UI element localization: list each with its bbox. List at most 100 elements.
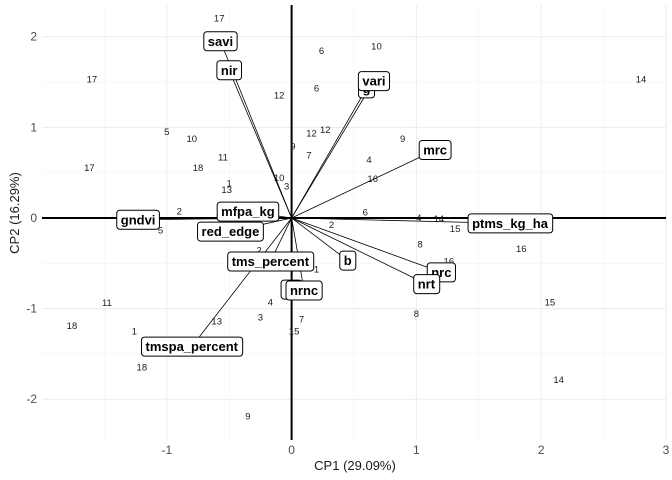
observation-label: 1 bbox=[132, 326, 137, 337]
variable-label-text: tms_percent bbox=[232, 254, 310, 269]
observation-label: 17 bbox=[84, 163, 95, 174]
variable-label-text: nir bbox=[221, 63, 238, 78]
variable-label-text: b bbox=[344, 253, 352, 268]
observation-label: 5 bbox=[164, 127, 169, 138]
variable-label: nrnc bbox=[285, 280, 323, 301]
observation-label: 7 bbox=[306, 150, 311, 161]
variable-label-text: savi bbox=[208, 34, 233, 49]
loading-vector bbox=[291, 217, 427, 285]
variable-label-box bbox=[227, 251, 315, 272]
variable-label: nir bbox=[216, 60, 243, 81]
y-axis-title: CP2 (16.29%) bbox=[7, 172, 22, 254]
variable-label-box bbox=[413, 274, 441, 295]
observation-label: 13 bbox=[221, 185, 232, 196]
observation-label: 6 bbox=[363, 208, 368, 219]
observation-label: 15 bbox=[289, 326, 300, 337]
observation-label: 1 bbox=[314, 265, 319, 276]
x-axis-title: CP1 (29.09%) bbox=[314, 458, 396, 473]
variable-label-box bbox=[339, 250, 357, 271]
observation-label: 8 bbox=[414, 309, 419, 320]
observation-label: 1 bbox=[227, 179, 232, 190]
y-tick-label: 0 bbox=[30, 211, 37, 225]
variable-label-text: mfpa_kg bbox=[221, 204, 275, 219]
variable-label-text: mrc bbox=[423, 143, 447, 158]
observation-label: 2 bbox=[257, 246, 262, 257]
y-tick-label: 1 bbox=[30, 120, 37, 134]
observation-label: 11 bbox=[102, 298, 112, 309]
variable-label-box bbox=[357, 71, 391, 92]
loading-vector bbox=[191, 217, 292, 347]
variable-label-text: tmspa_percent bbox=[146, 339, 239, 354]
x-tick-label: 2 bbox=[538, 443, 545, 457]
loading-vectors bbox=[138, 41, 511, 347]
variable-label: tmspa_percent bbox=[141, 336, 244, 357]
observation-label: 4 bbox=[366, 155, 371, 166]
observation-label: 7 bbox=[299, 314, 304, 325]
variable-label-text: red_edge bbox=[202, 224, 260, 239]
observation-label: 4 bbox=[416, 213, 421, 224]
observation-label: 8 bbox=[417, 239, 422, 250]
observation-label: 14 bbox=[434, 214, 445, 225]
observation-label: 10 bbox=[274, 173, 285, 184]
observation-label: 17 bbox=[87, 74, 98, 85]
variable-label: mfpa_kg bbox=[216, 201, 280, 222]
x-tick-label: 1 bbox=[413, 443, 420, 457]
observation-label: 6 bbox=[319, 46, 324, 57]
observation-label: 15 bbox=[545, 297, 556, 308]
observation-label: 15 bbox=[450, 224, 461, 235]
variable-label-text: vari bbox=[362, 74, 385, 89]
variable-label: nrt bbox=[413, 274, 441, 295]
variable-label: b bbox=[339, 250, 357, 271]
y-tick-label: -2 bbox=[26, 392, 37, 406]
variable-label-box bbox=[141, 336, 244, 357]
loading-vector bbox=[291, 80, 375, 219]
variable-label-box bbox=[418, 140, 452, 160]
observation-label: 16 bbox=[516, 244, 527, 255]
observation-label: 4 bbox=[268, 297, 273, 308]
variable-label: mrc bbox=[418, 140, 452, 160]
observation-label: 11 bbox=[218, 152, 228, 163]
variable-labels: savi nir gndvi mfpa_kg red_edge tms_percenttm… bbox=[116, 31, 554, 357]
variable-label-text: gndvi bbox=[121, 212, 156, 227]
variable-label: tms_percent bbox=[227, 251, 315, 272]
observation-label: 9 bbox=[290, 141, 295, 152]
variable-label-box bbox=[203, 31, 238, 52]
observation-label: 5 bbox=[158, 226, 163, 237]
variable-label-box bbox=[216, 201, 280, 222]
observation-label: 10 bbox=[371, 42, 382, 53]
x-tick-label: 3 bbox=[663, 443, 670, 457]
loading-vector bbox=[228, 70, 292, 219]
observation-label: 16 bbox=[444, 256, 455, 267]
observation-label: 6 bbox=[314, 83, 319, 94]
observation-label: 12 bbox=[320, 125, 331, 136]
variable-label-text: nrnc bbox=[290, 283, 318, 298]
observation-label: 18 bbox=[137, 363, 148, 374]
variable-label-text: ptms_kg_ha bbox=[472, 216, 549, 231]
variable-label-box bbox=[467, 213, 554, 234]
observation-label: 12 bbox=[306, 129, 317, 140]
y-tick-label: 2 bbox=[30, 30, 37, 44]
variable-label: ptms_kg_ha bbox=[467, 213, 554, 234]
variable-label-text: nrt bbox=[418, 277, 436, 292]
variable-label-box bbox=[116, 209, 160, 230]
variable-label: gndvi bbox=[116, 209, 160, 230]
observation-label: 2 bbox=[177, 207, 182, 218]
observation-label: 9 bbox=[245, 411, 250, 422]
observation-label: 12 bbox=[274, 91, 285, 102]
observation-label: 3 bbox=[258, 313, 263, 324]
observation-label: 2 bbox=[329, 220, 334, 231]
observation-label: 9 bbox=[400, 134, 405, 145]
x-tick-label: -1 bbox=[161, 443, 172, 457]
observation-label: 13 bbox=[211, 316, 222, 327]
observation-label: 18 bbox=[193, 163, 204, 174]
variable-label-box bbox=[285, 280, 323, 301]
y-tick-label: -1 bbox=[26, 302, 37, 316]
variable-label-box bbox=[197, 221, 264, 242]
variable-label-box bbox=[216, 60, 243, 81]
loading-vector bbox=[291, 217, 442, 273]
observation-label: 10 bbox=[186, 134, 197, 145]
variable-label: vari bbox=[357, 71, 391, 92]
